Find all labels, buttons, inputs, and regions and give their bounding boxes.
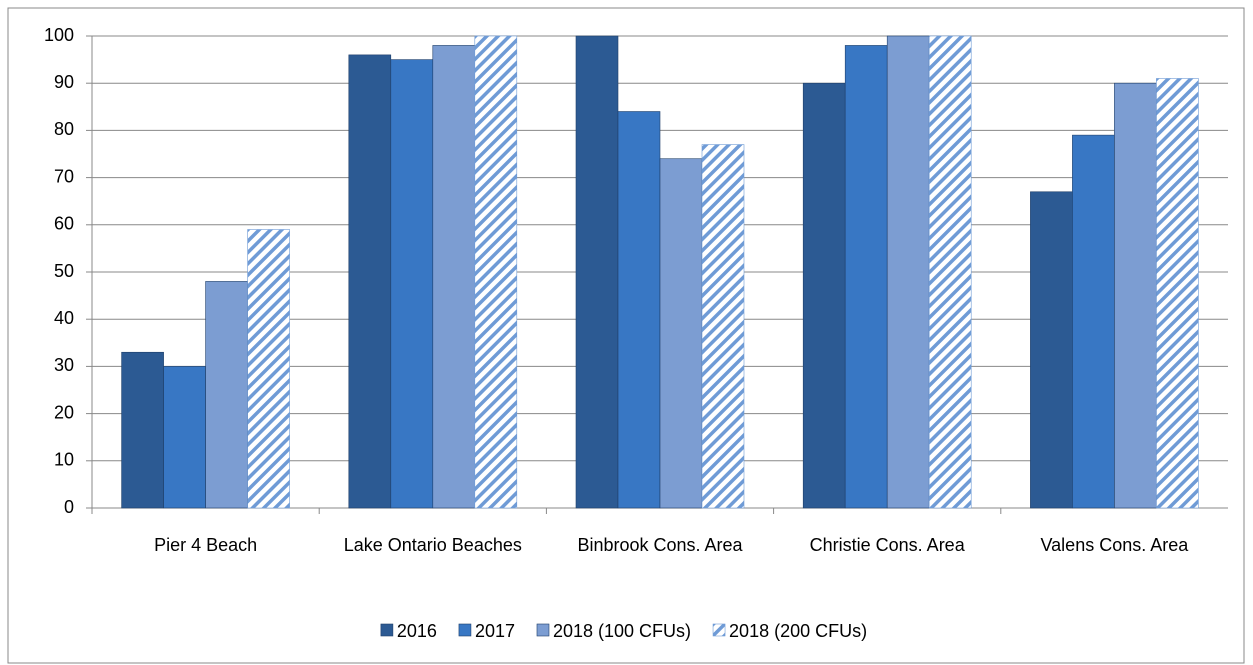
y-tick-label: 60 [54, 214, 74, 234]
bar [1114, 82, 1157, 509]
legend-label: 2018 (200 CFUs) [729, 621, 867, 641]
bar [928, 35, 972, 509]
bar [205, 281, 248, 509]
bar [474, 35, 518, 509]
y-tick-label: 100 [44, 25, 74, 45]
legend-label: 2016 [397, 621, 437, 641]
x-tick-label: Binbrook Cons. Area [577, 535, 743, 555]
y-tick-label: 30 [54, 355, 74, 375]
legend-label: 2018 (100 CFUs) [553, 621, 691, 641]
legend-swatch [712, 623, 726, 637]
bar [432, 45, 476, 509]
bar [163, 366, 206, 509]
legend-swatch [380, 623, 394, 637]
y-tick-label: 80 [54, 119, 74, 139]
bar [844, 45, 888, 509]
y-tick-label: 20 [54, 402, 74, 422]
bar [575, 35, 619, 509]
legend-swatch [458, 623, 472, 637]
frame [7, 7, 1245, 664]
bar [1030, 191, 1073, 509]
x-tick-label: Christie Cons. Area [809, 535, 965, 555]
y-tick-label: 70 [54, 166, 74, 186]
legend-label: 2017 [475, 621, 515, 641]
bar [1156, 78, 1199, 509]
bar [348, 54, 392, 509]
bar [802, 82, 846, 509]
x-tick-label: Lake Ontario Beaches [343, 535, 522, 555]
y-tick-label: 50 [54, 261, 74, 281]
y-tick-label: 0 [64, 497, 74, 517]
x-tick-label: Valens Cons. Area [1040, 535, 1189, 555]
y-tick-label: 40 [54, 308, 74, 328]
bar [390, 59, 434, 509]
x-tick-label: Pier 4 Beach [154, 535, 258, 555]
bar [617, 111, 661, 509]
bar [247, 229, 290, 509]
bar [701, 144, 745, 509]
bar [1072, 134, 1115, 509]
y-tick-label: 90 [54, 72, 74, 92]
legend-swatch [536, 623, 550, 637]
bar [121, 351, 164, 509]
y-tick-label: 10 [54, 450, 74, 470]
bar [886, 35, 930, 509]
bar [659, 158, 703, 509]
